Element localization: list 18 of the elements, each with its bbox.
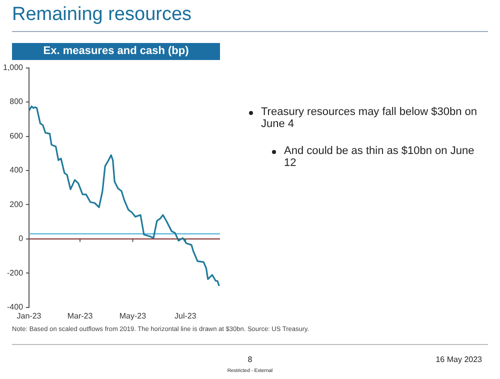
y-tick-label: 0	[18, 234, 24, 244]
x-tick-label: Mar-23	[67, 311, 94, 320]
text: 8	[246, 355, 254, 364]
text: Treasury resources may fall below $30bn on June 4	[260, 106, 478, 130]
y-tick-label: 1,000	[2, 63, 24, 72]
x-tick-label: Jan-23	[16, 311, 42, 320]
y-tick-label: -400	[7, 302, 24, 312]
y-tick-label: 200	[10, 200, 24, 209]
text: And could be as thin as $10bn on June 12	[283, 145, 476, 169]
text: 16 May 2023	[436, 355, 482, 364]
x-tick-label: Jul-23	[174, 311, 197, 320]
chart-subtitle: Ex. measures and cash (bp)	[12, 43, 220, 60]
y-tick-label: 600	[10, 131, 24, 140]
x-tick-label: May-23	[119, 311, 147, 320]
chart-title: Remaining resources	[12, 4, 192, 26]
y-tick-label: 400	[10, 166, 24, 175]
y-tick-label: 800	[10, 97, 24, 106]
y-tick-label: -200	[7, 268, 24, 278]
